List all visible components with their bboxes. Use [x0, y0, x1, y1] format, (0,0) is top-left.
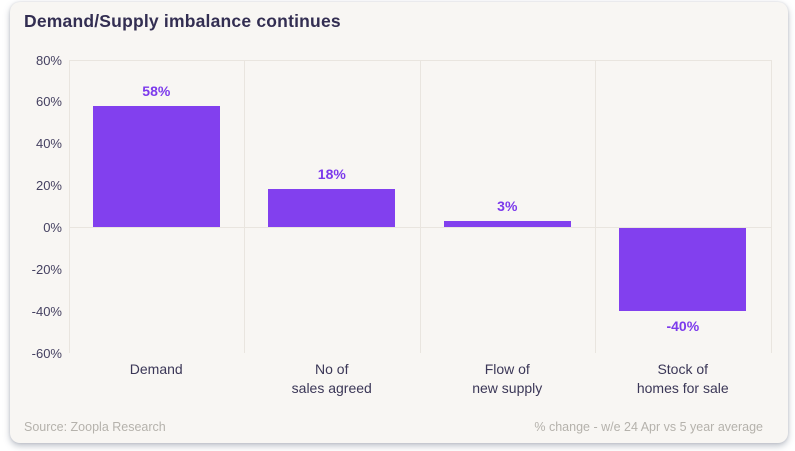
footnote-caption: % change - w/e 24 Apr vs 5 year average — [534, 420, 763, 434]
bar-demand — [92, 105, 220, 227]
x-axis-category-label: No of sales agreed — [291, 361, 372, 396]
y-axis-tick-label: 60% — [35, 94, 62, 110]
x-axis-category-label: Flow of new supply — [472, 361, 543, 396]
bar-value-label: 58% — [142, 82, 171, 99]
category-gridline — [770, 59, 772, 353]
y-axis-tick-label: -40% — [31, 303, 62, 319]
y-axis-tick-label: -60% — [31, 345, 62, 361]
category-gridline — [419, 59, 421, 353]
y-axis-tick-label: 40% — [35, 136, 62, 152]
bar-flow-of — [443, 220, 571, 227]
bar-value-label: 18% — [317, 166, 346, 183]
y-axis-tick-label: 20% — [35, 178, 62, 194]
y-axis-tick-label: 0% — [43, 220, 62, 235]
bar-stock-of — [619, 228, 747, 311]
chart-title: Demand/Supply imbalance continues — [24, 11, 341, 31]
x-axis-category-label: Stock of homes for sale — [636, 361, 729, 396]
category-gridline — [595, 59, 596, 353]
category-gridline — [244, 59, 245, 353]
bar-no-of — [268, 189, 396, 227]
bar-value-label: 3% — [497, 197, 518, 214]
y-axis-tick-label: 80% — [35, 52, 62, 68]
bar-value-label: -40% — [666, 317, 700, 334]
x-axis-category-label: Demand — [129, 361, 183, 377]
y-axis-tick-label: -20% — [31, 261, 62, 277]
source-caption: Source: Zoopla Research — [24, 420, 166, 434]
category-gridline — [68, 59, 70, 353]
